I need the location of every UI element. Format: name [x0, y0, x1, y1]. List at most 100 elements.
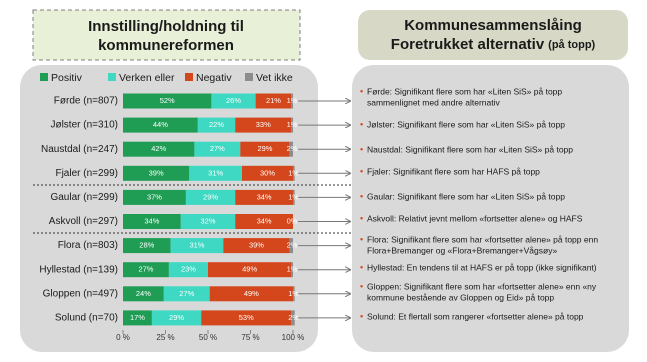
- bar-segment: [123, 238, 171, 254]
- value-label: 21%: [266, 96, 281, 105]
- value-label: 39%: [249, 241, 264, 250]
- value-label: 29%: [169, 313, 184, 322]
- value-label: 49%: [244, 289, 259, 298]
- bar-segment: [235, 189, 293, 205]
- value-label: 34%: [257, 192, 272, 201]
- bar-segment: [293, 189, 295, 205]
- note-text: Naustdal: Signifikant flere som har «Lit…: [367, 144, 573, 154]
- value-label: 0%: [287, 216, 298, 225]
- y-tick-label: Flora (n=803): [58, 240, 118, 251]
- note-text: Flora+Bremanger og «Flora+Bremanger+Vågs…: [367, 245, 557, 255]
- value-label: 34%: [144, 216, 159, 225]
- value-label: 33%: [256, 120, 271, 129]
- value-label: 52%: [160, 96, 175, 105]
- bar-segment: [211, 93, 256, 109]
- value-label: 53%: [239, 313, 254, 322]
- value-label: 23%: [181, 265, 196, 274]
- bar-segment: [180, 214, 236, 229]
- legend-swatch: [245, 73, 253, 81]
- right-title-main: Foretrukket alternativ: [391, 36, 545, 53]
- value-label: 1%: [288, 192, 299, 201]
- value-label: 27%: [138, 265, 153, 274]
- legend-swatch: [185, 73, 193, 81]
- value-label: 22%: [209, 120, 224, 129]
- y-tick-label: Førde (n=807): [54, 96, 118, 107]
- bar-segment: [291, 262, 293, 278]
- note-bullet: •: [360, 86, 363, 96]
- left-title-line: kommunereformen: [98, 37, 234, 54]
- bar-segment: [223, 238, 290, 254]
- value-label: 1%: [288, 168, 299, 177]
- value-label: 44%: [153, 120, 168, 129]
- y-tick-label: Gloppen (n=497): [43, 288, 118, 299]
- note-bullet: •: [360, 213, 363, 223]
- right-panel: [352, 65, 629, 352]
- bar-segment: [242, 165, 293, 181]
- value-label: 27%: [210, 144, 225, 153]
- note-bullet: •: [360, 262, 363, 272]
- value-label: 26%: [226, 96, 241, 105]
- y-tick-label: Naustdal (n=247): [41, 144, 118, 155]
- bar-segment: [291, 93, 293, 109]
- bar-segment: [170, 238, 224, 254]
- bar-segment: [189, 165, 242, 181]
- note-text: Gaular: Signifikant flere som har «Liten…: [367, 191, 565, 201]
- value-label: 31%: [189, 241, 204, 250]
- bar-segment: [208, 262, 292, 278]
- value-label: 37%: [147, 192, 162, 201]
- value-label: 1%: [287, 120, 298, 129]
- bar-segment: [289, 141, 293, 157]
- value-label: 29%: [203, 192, 218, 201]
- right-title-box: [358, 10, 628, 60]
- bar-segment: [123, 141, 195, 157]
- value-label: 2%: [287, 144, 298, 153]
- bar-segment: [194, 141, 241, 157]
- note-text: sammenlignet med andre alternativ: [367, 97, 501, 107]
- bar-segment: [123, 93, 212, 109]
- value-label: 2%: [287, 241, 298, 250]
- y-tick-label: Askvoll (n=297): [49, 216, 118, 227]
- x-tick-label: 50 %: [199, 333, 217, 342]
- value-label: 39%: [149, 168, 164, 177]
- left-title-box: [32, 9, 301, 61]
- note-bullet: •: [360, 119, 363, 129]
- bar-segment: [293, 165, 295, 181]
- value-label: 49%: [242, 265, 257, 274]
- value-label: 28%: [139, 241, 154, 250]
- legend-label: Vet ikke: [256, 72, 293, 84]
- value-label: 2%: [288, 313, 299, 322]
- right-title-line: Foretrukket alternativ (på topp): [391, 36, 596, 53]
- note-text: Hyllestad: En tendens til at HAFS er på …: [367, 262, 597, 272]
- left-panel: [20, 65, 318, 352]
- value-label: 17%: [130, 313, 145, 322]
- right-title-suffix: (på topp): [548, 39, 595, 51]
- value-label: 1%: [287, 96, 298, 105]
- legend-label: Positiv: [51, 72, 83, 84]
- bar-segment: [151, 310, 202, 326]
- note-text: Askvoll: Relativt jevnt mellom «fortsett…: [367, 213, 583, 223]
- note-text: Fjaler: Signifikant flere som har HAFS p…: [367, 166, 540, 176]
- note-text: Solund: Et flertall som rangerer «fortse…: [367, 311, 584, 321]
- legend-swatch: [40, 73, 48, 81]
- note-bullet: •: [360, 166, 363, 176]
- y-tick-label: Jølster (n=310): [50, 120, 118, 131]
- value-label: 30%: [260, 168, 275, 177]
- x-tick-label: 75 %: [241, 333, 259, 342]
- bar-segment: [235, 214, 293, 229]
- bar-segment: [201, 310, 292, 326]
- note-text: Flora: Signifikant flere som har «fortse…: [367, 234, 598, 244]
- bar-segment: [209, 286, 293, 302]
- note-text: kommune bestående av Gloppen og Eid» på …: [367, 292, 554, 302]
- note-bullet: •: [360, 191, 363, 201]
- right-title-line: Kommunesammenslåing: [404, 17, 582, 34]
- bar-segment: [235, 117, 292, 133]
- y-tick-label: Fjaler (n=299): [55, 168, 118, 179]
- bar-segment: [123, 214, 181, 229]
- legend-label: Negativ: [196, 72, 232, 84]
- value-label: 27%: [179, 289, 194, 298]
- bar-segment: [185, 189, 236, 205]
- value-label: 42%: [151, 144, 166, 153]
- x-tick-label: 0 %: [116, 333, 130, 342]
- note-text: Førde: Signifikant flere som har «Liten …: [367, 86, 562, 96]
- value-label: 29%: [257, 144, 272, 153]
